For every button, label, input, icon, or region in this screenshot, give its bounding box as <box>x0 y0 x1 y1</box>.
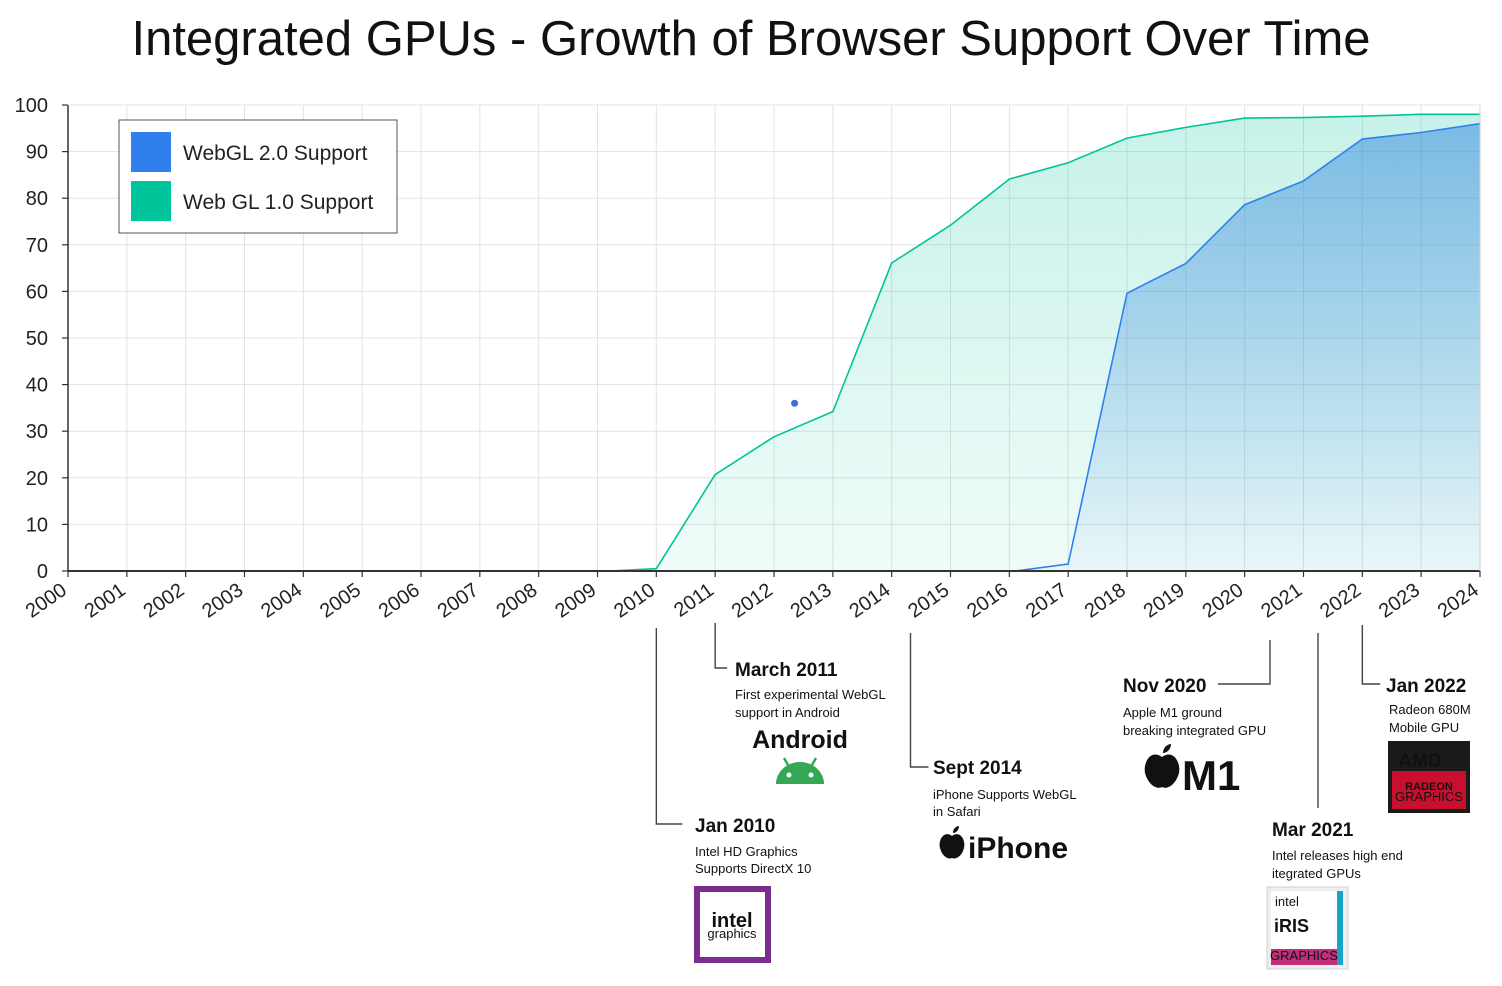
x-tick-label: 2005 <box>316 579 365 623</box>
y-tick-label: 100 <box>15 95 48 117</box>
x-tick-label: 2017 <box>1022 579 1071 623</box>
iris-badge-stripe <box>1337 891 1343 965</box>
x-tick-label: 2003 <box>198 579 247 623</box>
annotation-desc2-jan-2022: Mobile GPU <box>1389 720 1459 735</box>
x-tick-label: 2018 <box>1081 579 1130 623</box>
x-tick-label: 2024 <box>1434 579 1483 623</box>
x-tick-label: 2007 <box>434 579 483 623</box>
x-tick-label: 2006 <box>375 579 424 623</box>
series-area-1 <box>1015 123 1480 571</box>
annotation-desc-jan-2022: Radeon 680M <box>1389 702 1471 717</box>
annotation-title-jan-2022: Jan 2022 <box>1386 676 1466 697</box>
android-head <box>776 762 824 784</box>
x-tick-label: 2023 <box>1375 579 1424 623</box>
annotation-title-mar-2021: Mar 2021 <box>1272 820 1354 841</box>
annotation-desc2-sept-2014: in Safari <box>933 804 981 819</box>
iris-badge-word: iRIS <box>1274 916 1309 936</box>
series-line-0 <box>609 113 1480 572</box>
annotation-desc-nov-2020: Apple M1 ground <box>1123 705 1222 720</box>
apple-m1-icon <box>1144 744 1180 788</box>
legend-swatch-0 <box>131 132 171 172</box>
apple-m1-leaf <box>1163 744 1171 753</box>
y-tick-label: 80 <box>26 188 48 210</box>
android-icon <box>776 757 824 784</box>
x-tick-label: 2004 <box>257 579 306 623</box>
x-tick-label: 2014 <box>845 579 894 623</box>
amd-badge-sub1: RADEON <box>1405 781 1453 793</box>
y-tick-label: 20 <box>26 468 48 490</box>
apple-leaf <box>953 826 959 833</box>
apple-body <box>939 834 965 859</box>
y-tick-label: 60 <box>26 281 48 303</box>
amd-badge-sub2: GRAPHICS <box>1395 789 1463 804</box>
y-tick-label: 90 <box>26 142 48 164</box>
legend-label-1: Web GL 1.0 Support <box>183 191 373 214</box>
x-tick-label: 2021 <box>1257 579 1306 623</box>
annotation-desc-sept-2014: iPhone Supports WebGL <box>933 787 1077 802</box>
x-tick-label: 2010 <box>610 579 659 623</box>
m1-wordmark: M1 <box>1182 752 1240 799</box>
x-tick-label: 2020 <box>1198 579 1247 623</box>
annotation-desc-march-2011: First experimental WebGL <box>735 687 886 702</box>
annotation-leader-nov-2020 <box>1218 640 1271 685</box>
intel-badge-subword: graphics <box>707 926 757 941</box>
y-tick-label: 30 <box>26 421 48 443</box>
annotation-desc2-nov-2020: breaking integrated GPU <box>1123 723 1266 738</box>
annotation-leader-jan-2010 <box>655 628 683 825</box>
x-tick-label: 2011 <box>670 579 718 622</box>
x-tick-label: 2012 <box>728 579 777 623</box>
amd-badge-red <box>1392 771 1466 809</box>
x-tick-label: 2016 <box>963 579 1012 623</box>
iris-badge-top: intel <box>1275 894 1299 909</box>
annotation-leader-sept-2014 <box>909 633 929 768</box>
y-tick-label: 0 <box>37 561 48 583</box>
annotation-desc2-march-2011: support in Android <box>735 705 840 720</box>
apple-m1-body <box>1144 754 1180 788</box>
android-wordmark: Android <box>752 726 848 754</box>
y-tick-label: 50 <box>26 328 48 350</box>
android-eye-left <box>786 772 792 778</box>
x-tick-label: 2015 <box>904 579 953 623</box>
x-tick-label: 2008 <box>492 579 541 623</box>
annotation-desc2-mar-2021: itegrated GPUs <box>1272 866 1361 881</box>
annotation-title-march-2011: March 2011 <box>735 660 838 681</box>
legend: WebGL 2.0 Support Web GL 1.0 Support <box>118 119 398 234</box>
x-tick-label: 2000 <box>22 579 71 623</box>
stray-point <box>791 399 799 407</box>
annotation-desc2-jan-2010: Supports DirectX 10 <box>695 861 811 876</box>
intel-badge-inner <box>700 892 765 957</box>
chart-title: Integrated GPUs - Growth of Browser Supp… <box>131 12 1370 66</box>
apple-icon <box>939 826 965 859</box>
android-antenna-left <box>782 757 790 766</box>
amd-badge-word: AMD <box>1398 751 1441 772</box>
iris-badge-footer <box>1271 949 1337 965</box>
y-tick-label: 10 <box>26 514 48 536</box>
x-tick-label: 2002 <box>139 579 188 623</box>
x-tick-label: 2019 <box>1140 579 1189 623</box>
area-layer <box>609 113 1481 572</box>
x-tick-label: 2022 <box>1316 579 1365 623</box>
android-eye-right <box>808 772 814 778</box>
legend-label-0: WebGL 2.0 Support <box>183 142 368 165</box>
intel-badge-word: intel <box>711 910 752 932</box>
y-tick-label: 70 <box>26 235 48 257</box>
annotations: March 2011 First experimental WebGL suppor… <box>655 623 1471 970</box>
x-tick-label: 2001 <box>81 579 130 623</box>
iris-badge-bottom: GRAPHICS <box>1270 948 1338 963</box>
annotation-leader-march-2011 <box>714 623 728 669</box>
x-tick-label: 2009 <box>551 579 600 623</box>
annotation-desc-jan-2010: Intel HD Graphics <box>695 844 798 859</box>
iphone-wordmark: iPhone <box>968 832 1068 865</box>
annotation-title-nov-2020: Nov 2020 <box>1123 676 1206 697</box>
annotation-desc-mar-2021: Intel releases high end <box>1272 848 1403 863</box>
legend-swatch-1 <box>131 181 171 221</box>
x-tick-label: 2013 <box>787 579 836 623</box>
annotation-title-jan-2010: Jan 2010 <box>695 816 775 837</box>
y-tick-label: 40 <box>26 375 48 397</box>
annotation-title-sept-2014: Sept 2014 <box>933 758 1022 779</box>
annotation-leader-jan-2022 <box>1361 625 1381 685</box>
android-antenna-right <box>810 757 818 766</box>
